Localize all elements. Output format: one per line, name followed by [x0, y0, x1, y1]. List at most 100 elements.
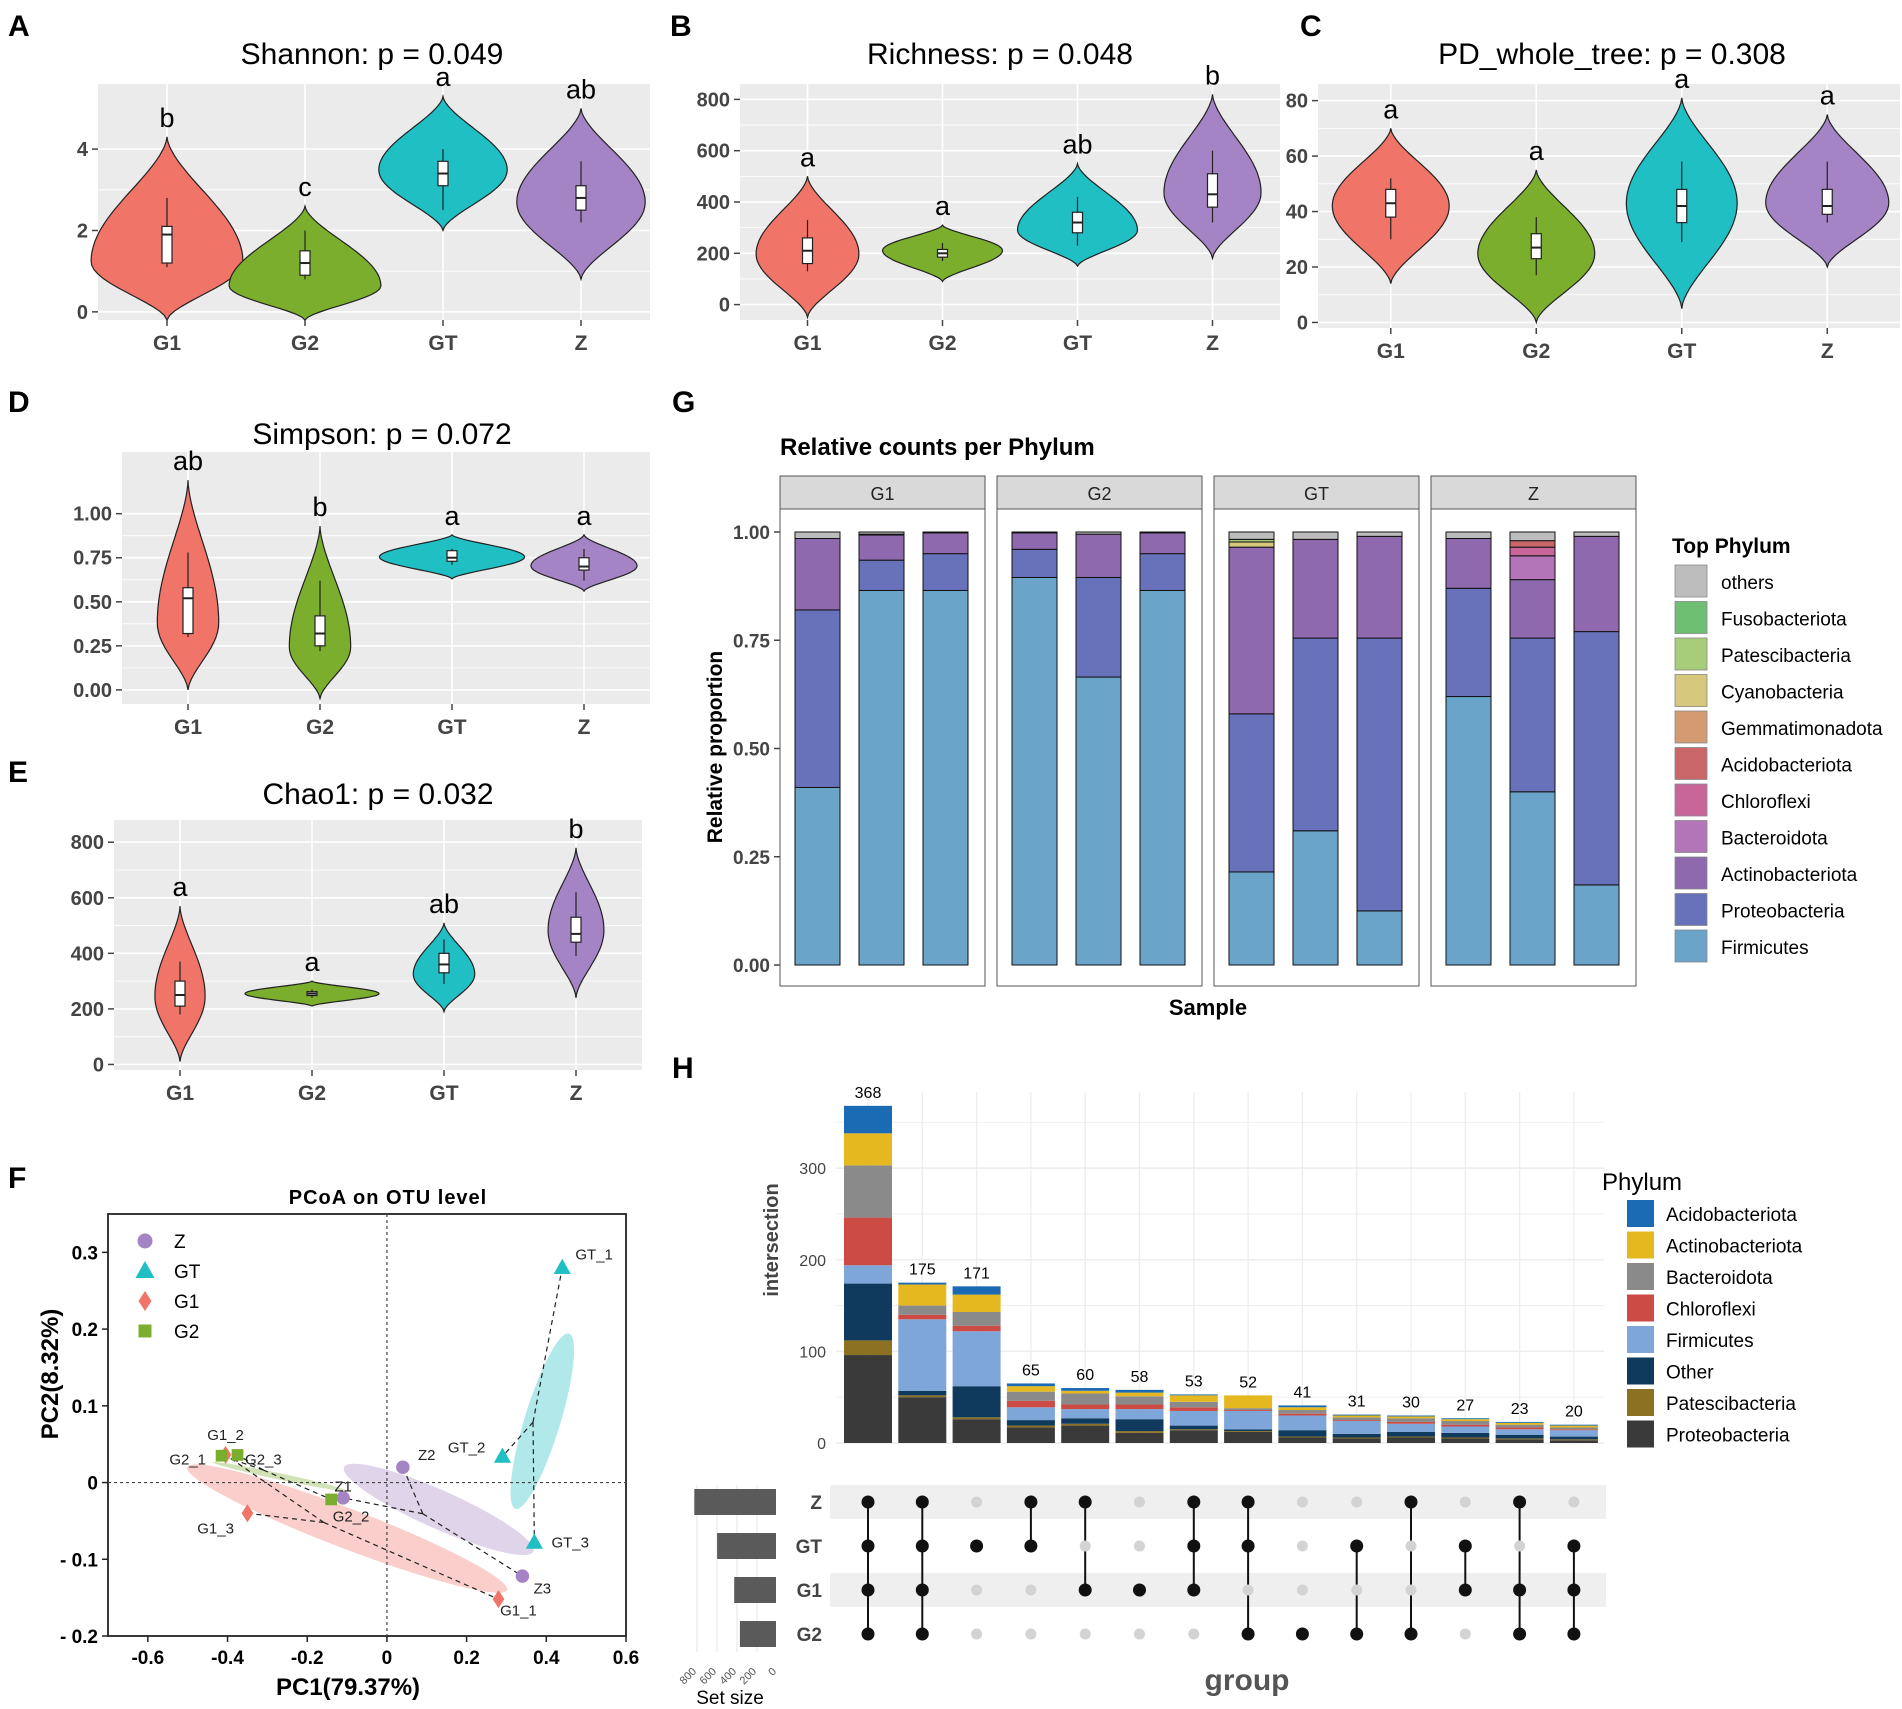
- y-tick-label: 200: [71, 999, 104, 1021]
- bar-segment-Firmicutes: [1573, 884, 1620, 966]
- bar-segment-Actinobacteriota: [1441, 1419, 1490, 1422]
- legend-label: Acidobacteriota: [1721, 756, 1852, 777]
- bar-segment-Other: [1115, 1419, 1164, 1432]
- intersection-count-label: 41: [1294, 1384, 1312, 1401]
- legend-key-Actinobacteriota: [1674, 856, 1708, 890]
- set-size-bar-G2: [739, 1621, 776, 1647]
- significance-letter: a: [800, 142, 816, 172]
- y-tick-label: 0: [1297, 312, 1308, 334]
- sample-point-G2_2: [325, 1493, 337, 1506]
- upset-setsize-label: Set size: [696, 1688, 764, 1709]
- matrix-dot-empty: [1568, 1496, 1580, 1508]
- bar-segment-Bacteroidota: [898, 1305, 947, 1315]
- matrix-dot-filled: [1024, 1495, 1038, 1509]
- bar-segment-Acidobacteriota: [1549, 1424, 1598, 1426]
- sample-label: GT_3: [551, 1534, 589, 1551]
- significance-letter: a: [304, 947, 320, 977]
- sample-label: G2_1: [169, 1452, 206, 1469]
- bar-segment-Patescibacteria: [1441, 1437, 1490, 1439]
- spider-line: [502, 1421, 534, 1457]
- matrix-dot-empty: [1188, 1628, 1200, 1640]
- spider-line: [342, 1497, 423, 1515]
- bar-segment-Actinobacteriota: [922, 532, 969, 555]
- y-tick-label: 20: [1286, 257, 1308, 279]
- facet-strip-label: G1: [870, 484, 894, 504]
- bar-segment-Proteobacteria: [922, 553, 969, 591]
- bar-segment-Actinobacteriota: [1387, 1416, 1435, 1419]
- upset-panel: intersection group Set size Phylum 0 100 2…: [678, 1085, 1803, 1709]
- bar-segment-Acidobacteriota: [1509, 540, 1556, 548]
- legend-label: Bacteroidota: [1666, 1268, 1773, 1289]
- bar-segment-others: [858, 531, 905, 535]
- legend-key-Chloroflexi: [1674, 783, 1708, 817]
- y-tick-label: - 0.1: [60, 1550, 98, 1571]
- facet-strip-label: Z: [1528, 484, 1539, 504]
- bar-segment-Actinobacteriota: [1139, 532, 1186, 555]
- boxplot-box: [161, 225, 173, 264]
- x-tick-label: GT: [1063, 332, 1092, 355]
- bar-segment-Actinobacteriota: [1061, 1390, 1110, 1394]
- matrix-dot-empty: [1242, 1584, 1254, 1596]
- bar-segment-Firmicutes: [1075, 676, 1122, 966]
- set-size-bar-Z: [694, 1489, 776, 1515]
- intersection-count-label: 368: [855, 1085, 882, 1102]
- pcoa-xlabel: PC1(79.37%): [276, 1674, 420, 1701]
- significance-letter: b: [312, 492, 327, 522]
- y-tick-label: 0.25: [73, 636, 112, 658]
- bar-segment-Actinobacteriota: [794, 537, 841, 611]
- bar-segment-Chloroflexi: [1006, 1400, 1055, 1408]
- confidence-ellipse-Z: [343, 1463, 534, 1556]
- significance-letter: a: [435, 62, 451, 92]
- matrix-dot-filled: [1078, 1495, 1092, 1509]
- bar-segment-Other: [844, 1283, 892, 1341]
- boxplot-box: [182, 587, 194, 635]
- bar-segment-Bacteroidota: [1006, 1391, 1055, 1401]
- y-tick-label: 0.75: [73, 548, 112, 570]
- x-tick-label: Z: [578, 716, 591, 739]
- significance-letter: ab: [1062, 130, 1092, 160]
- matrix-dot-empty: [1134, 1628, 1145, 1640]
- bar-segment-Proteobacteria: [952, 1419, 1001, 1443]
- bar-segment-Proteobacteria: [844, 1355, 892, 1443]
- matrix-dot-empty: [1079, 1540, 1091, 1552]
- matrix-dot-empty: [1025, 1584, 1037, 1596]
- matrix-dot-empty: [971, 1496, 983, 1508]
- setsize-tick-label: 0: [766, 1666, 779, 1679]
- y-tick-label: 0.00: [73, 680, 112, 702]
- matrix-dot-filled: [1295, 1627, 1309, 1641]
- bar-segment-Acidobacteriota: [1115, 1389, 1164, 1393]
- bar-segment-Firmicutes: [1115, 1409, 1164, 1420]
- bar-segment-Acidobacteriota: [1061, 1388, 1110, 1391]
- matrix-dot-empty: [1405, 1540, 1417, 1552]
- bar-segment-others: [1075, 531, 1122, 535]
- bar-segment-Firmicutes: [1495, 1429, 1544, 1435]
- matrix-dot-filled: [1187, 1539, 1201, 1553]
- bar-segment-Bacteroidota: [1115, 1396, 1164, 1405]
- setsize-tick-label: 800: [678, 1666, 699, 1687]
- bar-segment-Proteobacteria: [1061, 1425, 1110, 1443]
- stackbar-legend-title: Top Phylum: [1672, 535, 1791, 558]
- bar-segment-Bacteroidota: [1061, 1393, 1110, 1405]
- legend-label: Z: [174, 1232, 186, 1253]
- bar-segment-Other: [1549, 1436, 1598, 1440]
- spider-line: [263, 1469, 332, 1500]
- bar-segment-Chloroflexi: [952, 1325, 1001, 1332]
- matrix-dot-filled: [861, 1583, 875, 1597]
- sample-point-G2_3: [231, 1449, 244, 1461]
- set-name-label: GT: [796, 1537, 823, 1558]
- violin-panel-richness: Richness: p = 0.048 0 200 400 600 800 G1 G2 GT Za…: [697, 38, 1280, 355]
- x-tick-label: 0: [382, 1648, 393, 1669]
- spider-line: [225, 1454, 325, 1523]
- y-tick-label: 400: [71, 943, 104, 965]
- intersection-count-label: 20: [1565, 1404, 1583, 1421]
- sample-label: G1_2: [207, 1427, 244, 1444]
- bar-segment-Actinobacteriota: [1011, 532, 1058, 550]
- spider-line: [237, 1454, 264, 1471]
- matrix-dot-filled: [861, 1495, 875, 1509]
- bar-segment-Acidobacteriota: [1387, 1415, 1435, 1417]
- legend-label: Other: [1666, 1363, 1714, 1384]
- setsize-tick-label: 400: [718, 1666, 739, 1687]
- matrix-dot-filled: [1567, 1627, 1581, 1641]
- bar-segment-Actinobacteriota: [1169, 1395, 1218, 1402]
- panel-letter-a: A: [8, 10, 30, 43]
